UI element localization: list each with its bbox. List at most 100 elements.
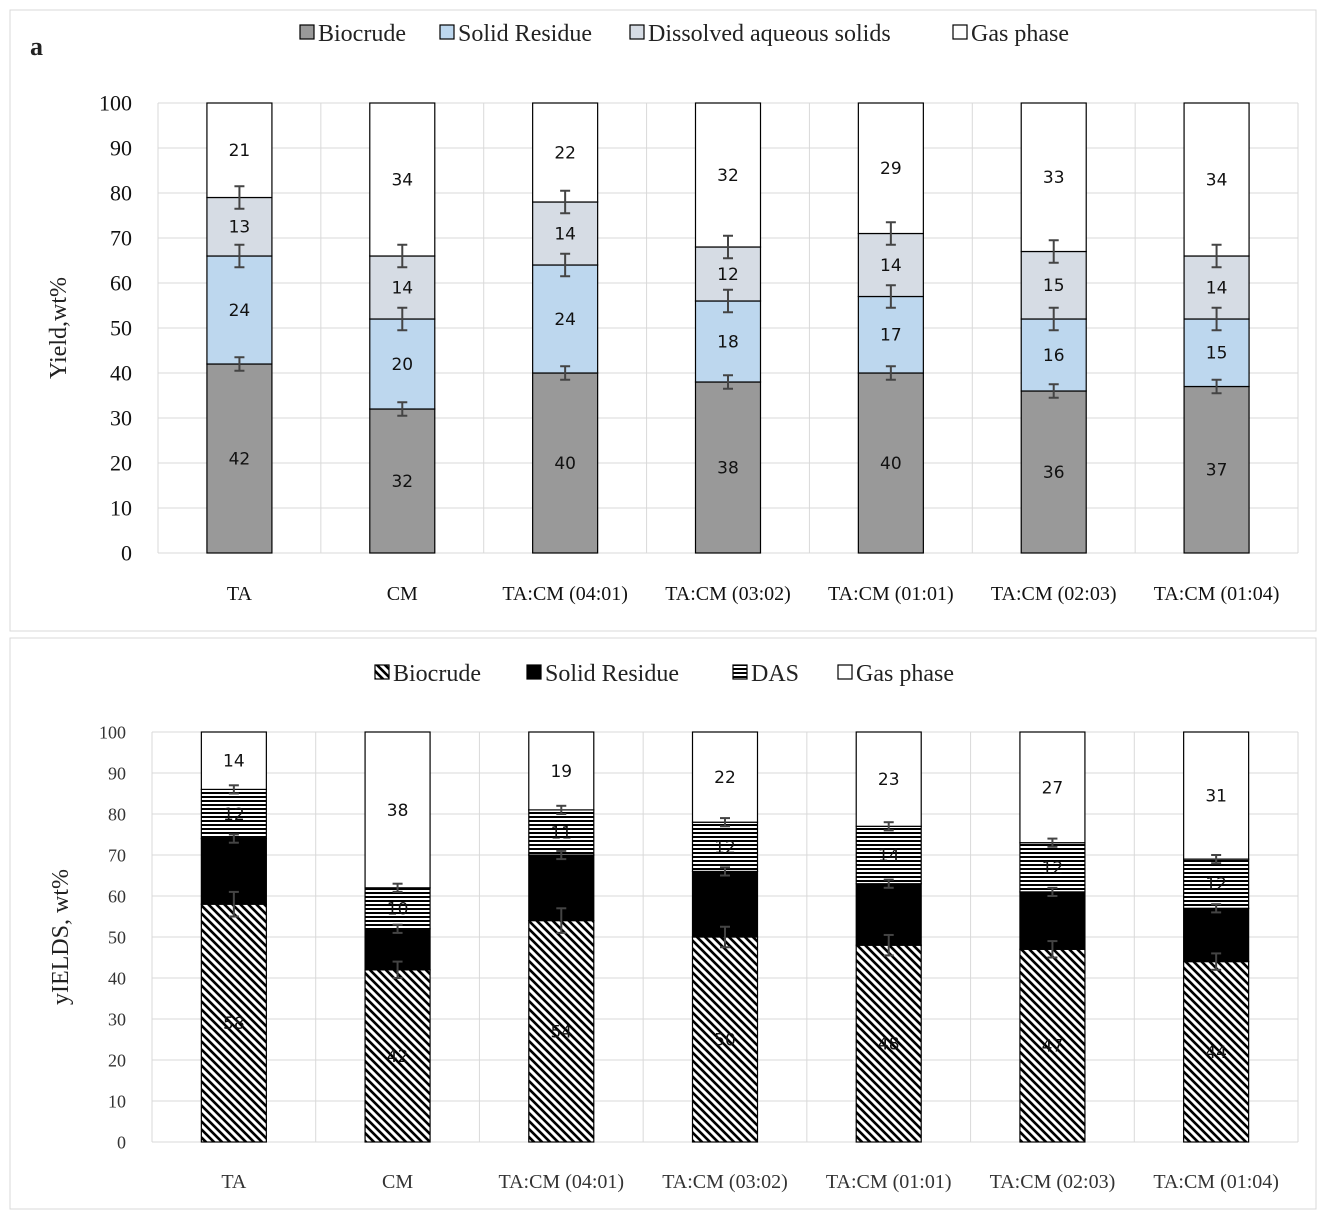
- data-label: 58: [223, 1014, 245, 1034]
- y-tick-label: 90: [110, 136, 132, 161]
- data-label: 34: [391, 170, 413, 190]
- data-label: 42: [387, 1047, 409, 1067]
- y-tick-label: 40: [110, 361, 132, 386]
- data-label: 38: [387, 801, 409, 821]
- y-tick-label: 70: [108, 845, 126, 865]
- data-label: 14: [880, 256, 902, 276]
- data-label: 20: [391, 355, 413, 375]
- data-label: 18: [717, 332, 739, 352]
- x-tick-label: TA:CM (03:02): [662, 1171, 788, 1193]
- x-tick-label: TA:CM (01:04): [1153, 1171, 1279, 1193]
- legend-label: Solid Residue: [545, 661, 679, 687]
- y-tick-label: 90: [108, 763, 126, 783]
- y-tick-label: 100: [99, 722, 126, 742]
- x-tick-label: TA:CM (02:03): [990, 1171, 1116, 1193]
- data-label: 36: [1043, 463, 1065, 483]
- bar-segment-biocrude: [857, 372, 924, 554]
- bar-segment-solid-residue: [1019, 891, 1086, 950]
- bar-segment-biocrude: [200, 903, 267, 1143]
- data-label: 12: [1042, 858, 1064, 878]
- bar-segment-biocrude: [1183, 960, 1250, 1143]
- data-label: 23: [878, 770, 900, 790]
- legend-swatch: [299, 24, 315, 40]
- data-label: 16: [1043, 346, 1065, 366]
- y-tick-label: 60: [110, 271, 132, 296]
- data-label: 14: [223, 752, 245, 772]
- data-label: 40: [554, 454, 576, 474]
- bar-segment-solid-residue: [694, 300, 762, 383]
- data-label: 32: [717, 166, 739, 186]
- legend-label: Dissolved aqueous solids: [648, 21, 891, 47]
- y-tick-label: 40: [108, 968, 126, 988]
- legend-swatch: [629, 24, 645, 40]
- bar-segment-solid-residue: [528, 854, 595, 922]
- bar-segment-biocrude: [206, 363, 273, 554]
- data-label: 13: [229, 218, 251, 238]
- bar-segment-biocrude: [369, 408, 436, 554]
- data-label: 24: [554, 310, 576, 330]
- data-label: 42: [229, 449, 251, 469]
- data-label: 27: [1042, 778, 1064, 798]
- data-label: 33: [1043, 168, 1065, 188]
- y-tick-label: 60: [108, 886, 126, 906]
- bar-segment-biocrude: [855, 944, 922, 1143]
- legend-label: Gas phase: [971, 21, 1069, 47]
- y-tick-label: 80: [108, 804, 126, 824]
- x-tick-label: TA:CM (03:02): [665, 583, 791, 605]
- data-label: 12: [223, 805, 245, 825]
- y-tick-label: 20: [110, 451, 132, 476]
- bar-segment-gas-phase: [1019, 731, 1086, 844]
- data-label: 34: [1206, 170, 1228, 190]
- bar-segment-gas-phase: [200, 731, 267, 791]
- data-label: 19: [550, 762, 572, 782]
- bar-segment-biocrude: [1020, 390, 1087, 554]
- data-label: 12: [717, 265, 739, 285]
- y-tick-label: 10: [110, 496, 132, 521]
- bar-segment-gas-phase: [855, 731, 922, 827]
- y-tick-label: 30: [108, 1009, 126, 1029]
- legend-swatch: [952, 24, 968, 40]
- data-label: 50: [714, 1030, 736, 1050]
- x-tick-label: TA:CM (01:01): [828, 583, 954, 605]
- bar-segment-das: [691, 821, 759, 873]
- bar-segment-solid-residue: [532, 264, 599, 374]
- x-tick-label: CM: [387, 583, 418, 605]
- legend-swatch: [837, 664, 853, 680]
- legend-swatch: [439, 24, 455, 40]
- y-tick-label: 30: [110, 406, 132, 431]
- bar-segment-solid-residue: [206, 255, 273, 365]
- legend-label: Biocrude: [318, 21, 406, 47]
- y-tick-label: 0: [117, 1132, 126, 1152]
- legend-swatch: [526, 664, 542, 680]
- data-label: 29: [880, 159, 902, 179]
- bar-segment-biocrude: [364, 969, 431, 1143]
- x-tick-label: TA:CM (04:01): [502, 583, 628, 605]
- y-tick-label: 20: [108, 1050, 126, 1070]
- chart-panel-b: 0 10 20 30 40 50 60 70 80 90 100 yIELDS, wt% Biocrud…: [48, 661, 1299, 1193]
- x-tick-label: CM: [382, 1171, 413, 1193]
- data-label: 48: [878, 1035, 900, 1055]
- y-axis-title: Yield,wt%: [46, 277, 72, 379]
- data-label: 22: [554, 143, 576, 163]
- legend-label: DAS: [751, 661, 799, 687]
- data-label: 37: [1206, 461, 1228, 481]
- bar-segment-gas-phase: [528, 731, 595, 811]
- x-tick-label: TA:CM (01:04): [1154, 583, 1280, 605]
- data-label: 10: [387, 899, 409, 919]
- data-label: 22: [714, 768, 736, 788]
- bar-segment-solid-residue: [200, 837, 267, 905]
- y-tick-label: 50: [110, 316, 132, 341]
- bar-segment-das: [1019, 842, 1086, 893]
- y-axis-title: yIELDS, wt%: [48, 869, 74, 1005]
- bar-segment-das: [855, 825, 922, 885]
- panel-label: a: [30, 32, 43, 61]
- legend-label: Biocrude: [393, 661, 481, 687]
- legend-label: Solid Residue: [458, 21, 592, 47]
- data-label: 14: [1206, 278, 1228, 298]
- data-label: 14: [554, 224, 576, 244]
- bar-segment-gas-phase: [1183, 731, 1250, 860]
- y-tick-label: 10: [108, 1091, 126, 1111]
- data-label: 15: [1206, 344, 1228, 364]
- y-tick-label: 50: [108, 927, 126, 947]
